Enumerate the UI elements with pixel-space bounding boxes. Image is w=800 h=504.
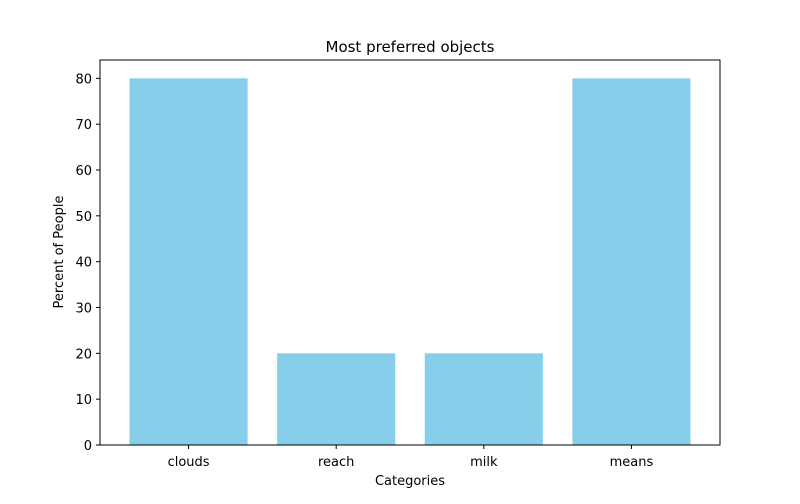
y-tick-label: 80 bbox=[75, 72, 92, 87]
y-tick-label: 10 bbox=[75, 393, 92, 408]
bars-group bbox=[129, 78, 691, 445]
x-tick-label-reach: reach bbox=[318, 455, 354, 470]
bar-means bbox=[572, 78, 691, 445]
x-tick-label-means: means bbox=[610, 455, 654, 470]
bar-reach bbox=[277, 353, 396, 445]
y-tick-label: 70 bbox=[75, 118, 92, 133]
y-tick-label: 30 bbox=[75, 302, 92, 317]
plot-frame bbox=[99, 59, 721, 446]
bar-milk bbox=[424, 353, 543, 445]
y-tick-label: 50 bbox=[75, 210, 92, 225]
bar-clouds bbox=[129, 78, 248, 445]
x-axis-label: Categories bbox=[375, 474, 445, 489]
y-tick-label: 0 bbox=[84, 439, 92, 454]
y-tick-label: 40 bbox=[75, 256, 92, 271]
y-tick-label: 60 bbox=[75, 164, 92, 179]
x-axis-ticks: clouds reach milk means bbox=[168, 445, 654, 470]
y-tick-label: 20 bbox=[75, 347, 92, 362]
y-axis-ticks: 0 10 20 30 40 50 60 70 80 bbox=[75, 72, 100, 454]
x-tick-label-milk: milk bbox=[470, 455, 498, 470]
x-tick-label-clouds: clouds bbox=[168, 455, 210, 470]
y-axis-label: Percent of People bbox=[52, 196, 67, 309]
chart-title: Most preferred objects bbox=[326, 38, 495, 56]
